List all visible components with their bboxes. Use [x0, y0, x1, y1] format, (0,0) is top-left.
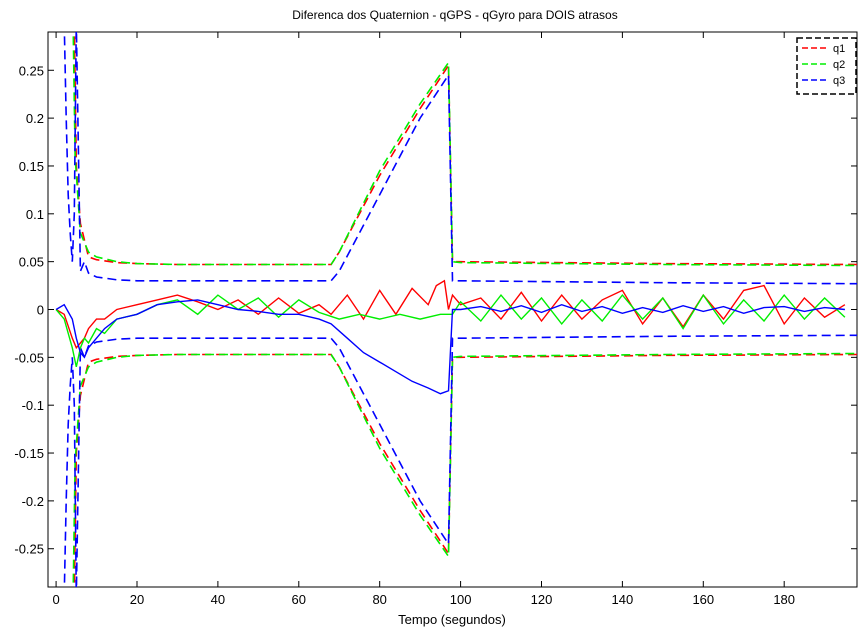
x-tick-label: 0	[52, 592, 59, 607]
y-tick-label: 0.05	[19, 255, 44, 270]
series-layer	[55, 32, 857, 587]
x-tick-label: 60	[292, 592, 306, 607]
legend-label-q3: q3	[833, 75, 845, 87]
plot-area: 0 20 40 60 80 100 120 140 160 180 -0.25 -0.2 -0.15 -0…	[14, 31, 858, 607]
ticks-layer: 0 20 40 60 80 100 120 140 160 180 -0.25 -0.2 -0.15 -0…	[14, 32, 857, 607]
series-line-q2-lower-bound	[72, 352, 857, 587]
x-tick-label: 20	[130, 592, 144, 607]
x-tick-label: 180	[773, 592, 795, 607]
y-tick-label: 0.2	[26, 111, 44, 126]
x-tick-label: 160	[692, 592, 714, 607]
series-line-q3	[55, 299, 845, 395]
series-line-q3-upper-bound	[63, 32, 857, 285]
series-line-q2-upper-bound	[72, 32, 857, 267]
legend-label-q2: q2	[833, 59, 845, 71]
y-tick-label: 0.25	[19, 63, 44, 78]
series-line-q1	[55, 279, 846, 350]
x-tick-label: 100	[450, 592, 472, 607]
y-tick-label: 0.1	[26, 207, 44, 222]
x-tick-label: 140	[612, 592, 634, 607]
chart-title: Diferenca dos Quaternion - qGPS - qGyro …	[292, 8, 617, 22]
x-tick-label: 80	[372, 592, 386, 607]
x-tick-label: 40	[211, 592, 225, 607]
y-tick-label: -0.05	[14, 350, 44, 365]
legend-box	[796, 37, 857, 95]
y-tick-label: 0.15	[19, 159, 44, 174]
y-tick-label: -0.15	[14, 446, 44, 461]
y-tick-label: -0.25	[14, 542, 44, 557]
legend-label-q1: q1	[833, 43, 845, 55]
x-axis-label: Tempo (segundos)	[398, 612, 506, 627]
y-tick-label: -0.2	[22, 494, 44, 509]
series-line-q3-lower-bound	[63, 334, 857, 587]
x-tick-label: 120	[531, 592, 553, 607]
y-tick-label: 0	[37, 303, 44, 318]
legend: q1 q2 q3	[796, 37, 857, 95]
y-tick-label: -0.1	[22, 398, 44, 413]
